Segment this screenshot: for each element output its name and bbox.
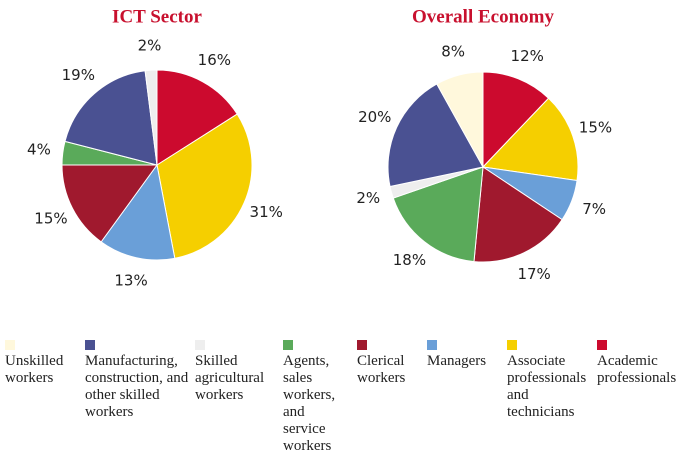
legend-item: Unskilled workers — [5, 340, 80, 387]
legend-label: Agents, sales workers, and service worke… — [283, 353, 336, 454]
legend-swatch — [427, 340, 437, 350]
chart-title: ICT Sector — [112, 6, 202, 27]
slice-label: 19% — [62, 66, 95, 84]
pie-slice — [481, 97, 579, 182]
legend-item: Managers — [427, 340, 505, 370]
legend-item: Manufacturing, construction, and other s… — [85, 340, 193, 421]
pie-slice — [473, 166, 563, 263]
slice-label: 20% — [358, 108, 391, 126]
pie-slice — [482, 71, 550, 169]
legend-swatch — [283, 340, 293, 350]
legend-item: Academic professionals — [597, 340, 700, 387]
pie-slice — [144, 69, 158, 166]
slice-label: 15% — [579, 119, 612, 137]
legend-label: Clerical workers — [357, 353, 406, 386]
legend-label: Skilled agricultural workers — [195, 353, 265, 403]
pie-slice — [387, 83, 484, 188]
slice-label: 2% — [138, 37, 162, 55]
charts: ICT Sector 16% 31% 13% 15% 4% 19% 2% Overall Eco… — [27, 6, 612, 290]
legend-label: Unskilled workers — [5, 353, 64, 386]
pie-slice — [64, 70, 158, 166]
slice-label: 4% — [27, 141, 51, 159]
slice-label: 17% — [517, 265, 550, 283]
slice-label: 18% — [393, 251, 426, 269]
legend-label: Manufacturing, construction, and other s… — [85, 353, 189, 420]
legend-swatch — [85, 340, 95, 350]
slice-label: 7% — [582, 200, 606, 218]
pie-slice — [100, 163, 176, 261]
pie-slice — [61, 164, 158, 243]
slice-label: 15% — [34, 210, 67, 228]
legend-item: Associate professionals and technicians — [507, 340, 597, 421]
legend-item: Clerical workers — [357, 340, 425, 387]
legend-swatch — [195, 340, 205, 350]
legend-label: Managers — [427, 353, 487, 369]
pie-slice — [436, 71, 484, 169]
legend-label: Associate professionals and technicians — [507, 353, 587, 420]
slice-label: 16% — [198, 51, 231, 69]
legend-label: Academic professionals — [597, 353, 677, 386]
legend-swatch — [597, 340, 607, 350]
legend-item: Agents, sales workers, and service worke… — [283, 340, 343, 455]
slice-label: 8% — [441, 42, 465, 60]
legend-swatch — [507, 340, 517, 350]
legend-swatch — [5, 340, 15, 350]
slice-label: 31% — [250, 203, 283, 221]
slice-label: 2% — [356, 189, 380, 207]
pie-slice — [156, 69, 238, 166]
slice-label: 13% — [114, 272, 147, 290]
chart-title: Overall Economy — [412, 6, 554, 27]
pie-slice — [156, 113, 253, 259]
legend-item: Skilled agricultural workers — [195, 340, 280, 404]
slice-label: 12% — [511, 47, 544, 65]
legend-swatch — [357, 340, 367, 350]
